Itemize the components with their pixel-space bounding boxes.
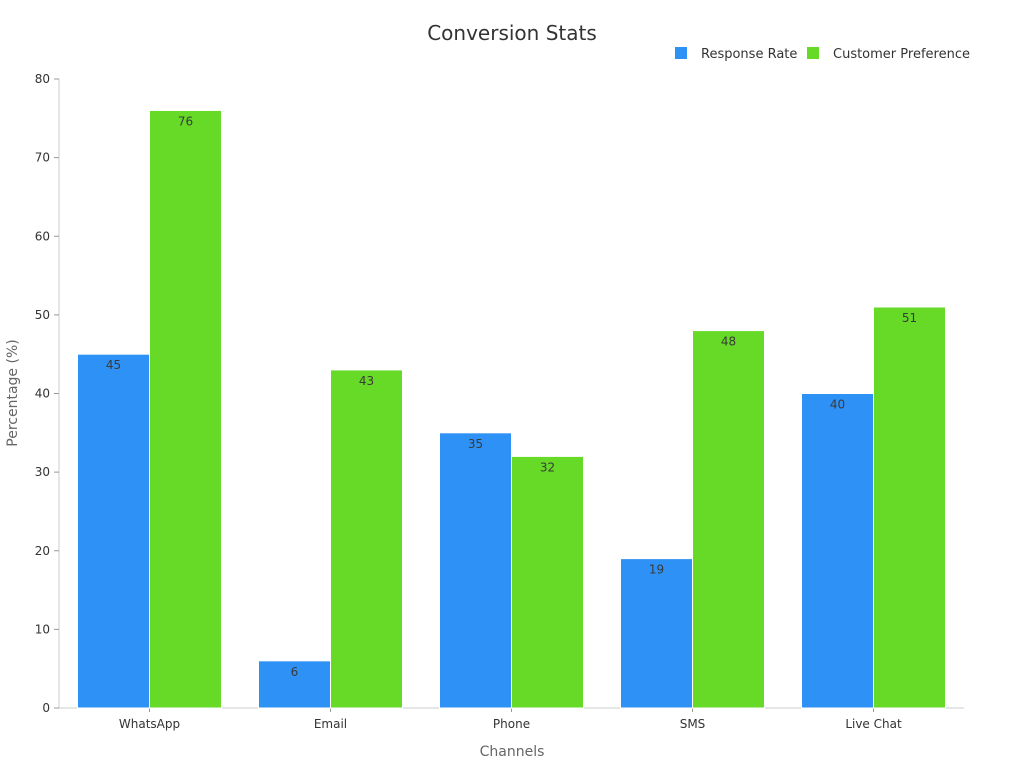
y-tick-label: 10 — [35, 622, 50, 636]
bar-labels: 45 76 6 43 35 32 19 48 40 51 — [106, 114, 917, 678]
bar-response-rate-sms — [620, 558, 693, 709]
y-tick-label: 80 — [35, 72, 50, 86]
x-tick-label: Live Chat — [845, 717, 902, 731]
data-label-response-rate-live-chat: 40 — [830, 398, 845, 412]
legend-swatch-response-rate — [675, 47, 687, 59]
y-tick-label: 0 — [42, 701, 50, 715]
y-tick-label: 40 — [35, 387, 50, 401]
bar-response-rate-email — [258, 660, 331, 709]
data-label-customer-preference-live-chat: 51 — [902, 311, 917, 325]
data-label-response-rate-email: 6 — [291, 665, 299, 679]
y-axis: 0 10 20 30 40 50 60 70 80 — [35, 72, 60, 715]
y-axis-title: Percentage (%) — [5, 339, 21, 446]
y-tick-label: 70 — [35, 151, 50, 165]
x-tick-label: WhatsApp — [119, 717, 180, 731]
chart-title: Conversion Stats — [427, 21, 597, 45]
data-label-response-rate-whatsapp: 45 — [106, 358, 121, 372]
x-tick-label: Phone — [493, 717, 530, 731]
legend-label-customer-preference: Customer Preference — [833, 47, 970, 62]
y-tick-label: 30 — [35, 465, 50, 479]
bar-customer-preference-live-chat — [873, 306, 946, 709]
x-tick-label: SMS — [680, 717, 706, 731]
x-tick-label: Email — [314, 717, 347, 731]
data-label-customer-preference-phone: 32 — [540, 460, 555, 474]
data-label-customer-preference-email: 43 — [359, 374, 374, 388]
data-label-customer-preference-sms: 48 — [721, 335, 736, 349]
x-axis-title: Channels — [480, 744, 545, 760]
legend-label-response-rate: Response Rate — [701, 47, 797, 62]
legend-swatch-customer-preference — [807, 47, 819, 59]
x-axis: WhatsApp Email Phone SMS Live Chat — [59, 707, 964, 731]
data-label-customer-preference-whatsapp: 76 — [178, 114, 193, 128]
bar-response-rate-live-chat — [801, 393, 874, 709]
bar-response-rate-whatsapp — [77, 353, 150, 709]
data-label-response-rate-phone: 35 — [468, 437, 483, 451]
bars — [77, 109, 946, 709]
y-tick-label: 20 — [35, 544, 50, 558]
y-tick-label: 50 — [35, 308, 50, 322]
bar-response-rate-phone — [439, 432, 512, 709]
y-tick-label: 60 — [35, 229, 50, 243]
bar-customer-preference-whatsapp — [149, 109, 222, 709]
legend: Response Rate Customer Preference — [675, 47, 970, 62]
bar-customer-preference-email — [330, 369, 403, 709]
bar-customer-preference-phone — [511, 455, 584, 709]
data-label-response-rate-sms: 19 — [649, 563, 664, 577]
bar-customer-preference-sms — [692, 330, 765, 709]
